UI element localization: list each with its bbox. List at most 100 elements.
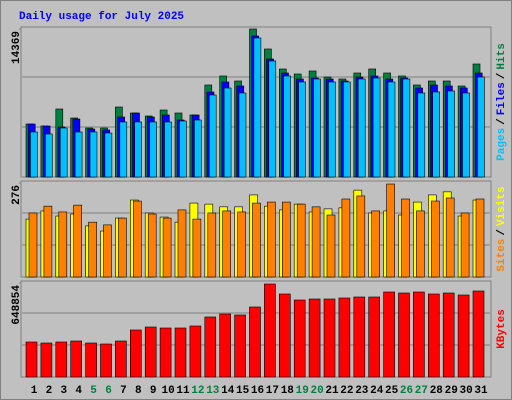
bar bbox=[357, 78, 366, 178]
x-tick-label: 5 bbox=[90, 385, 97, 397]
bar bbox=[177, 209, 187, 278]
bar bbox=[149, 121, 157, 178]
bar bbox=[40, 342, 53, 378]
bar bbox=[313, 78, 321, 178]
legend-separator: / bbox=[496, 72, 508, 79]
bar bbox=[252, 202, 261, 278]
bar bbox=[164, 121, 172, 178]
bar bbox=[368, 296, 381, 378]
bar bbox=[447, 90, 455, 178]
bar bbox=[398, 292, 410, 378]
bar bbox=[204, 316, 217, 378]
bar bbox=[237, 211, 246, 278]
x-tick-label: 26 bbox=[400, 385, 413, 397]
bar bbox=[115, 340, 127, 378]
x-tick-label: 23 bbox=[355, 385, 369, 397]
bar bbox=[88, 221, 97, 278]
x-tick-label: 25 bbox=[385, 385, 399, 397]
bar bbox=[402, 78, 411, 178]
bar bbox=[430, 200, 440, 278]
x-tick-label: 11 bbox=[176, 385, 190, 397]
x-tick-label: 28 bbox=[430, 385, 444, 397]
x-tick-label: 10 bbox=[161, 385, 174, 397]
bar bbox=[58, 211, 68, 278]
bar bbox=[416, 210, 425, 278]
x-tick-label: 12 bbox=[191, 385, 204, 397]
x-tick-label: 16 bbox=[251, 385, 264, 397]
bar bbox=[328, 81, 336, 178]
chart-title: Daily usage for July 2025 bbox=[19, 11, 184, 23]
bar bbox=[179, 120, 187, 178]
bar bbox=[342, 81, 351, 178]
bar bbox=[133, 200, 142, 278]
bar bbox=[174, 327, 187, 378]
bar bbox=[144, 326, 157, 378]
bar bbox=[30, 131, 38, 178]
bar bbox=[296, 203, 306, 278]
bar bbox=[253, 37, 262, 178]
bar bbox=[293, 299, 306, 378]
legend-entry: Visits bbox=[496, 186, 508, 226]
bar bbox=[89, 131, 98, 178]
x-tick-label: 21 bbox=[325, 385, 339, 397]
x-tick-label: 19 bbox=[296, 385, 309, 397]
bar bbox=[222, 210, 231, 278]
bar bbox=[44, 133, 53, 178]
bar bbox=[427, 293, 440, 378]
bar bbox=[194, 119, 202, 178]
bar bbox=[311, 206, 321, 278]
x-tick-label: 13 bbox=[206, 385, 220, 397]
bar bbox=[104, 132, 113, 178]
bar bbox=[207, 212, 217, 278]
legend-entry: Pages bbox=[496, 128, 508, 161]
y-tick-label: 14369 bbox=[11, 31, 23, 64]
legend: Pages / Files / Hits bbox=[496, 43, 508, 161]
bar bbox=[413, 291, 425, 378]
bar bbox=[281, 201, 291, 278]
x-tick-label: 6 bbox=[105, 385, 112, 397]
bar bbox=[442, 292, 455, 378]
x-tick-label: 27 bbox=[415, 385, 428, 397]
x-tick-label: 22 bbox=[340, 385, 353, 397]
x-tick-label: 24 bbox=[370, 385, 384, 397]
bar bbox=[223, 87, 232, 178]
legend-entry: Hits bbox=[496, 43, 508, 69]
x-tick-label: 4 bbox=[75, 385, 82, 397]
x-tick-label: 7 bbox=[120, 385, 127, 397]
bar bbox=[326, 214, 336, 278]
x-tick-label: 1 bbox=[31, 385, 38, 397]
bar bbox=[283, 75, 292, 178]
bar bbox=[371, 210, 381, 278]
y-tick-label: 276 bbox=[11, 185, 23, 205]
bar bbox=[401, 198, 410, 278]
bar bbox=[341, 198, 351, 278]
bar bbox=[477, 76, 485, 178]
x-tick-label: 18 bbox=[281, 385, 295, 397]
x-tick-label: 29 bbox=[445, 385, 458, 397]
bar bbox=[238, 92, 247, 178]
bar bbox=[159, 327, 172, 378]
legend: Sites / Visits bbox=[496, 186, 508, 271]
bar bbox=[445, 197, 455, 278]
bar bbox=[55, 341, 68, 378]
bar bbox=[147, 213, 157, 278]
bar bbox=[130, 329, 142, 378]
bar bbox=[267, 201, 276, 278]
bar bbox=[432, 91, 441, 178]
x-tick-label: 2 bbox=[46, 385, 53, 397]
legend-separator: / bbox=[496, 229, 508, 236]
bar bbox=[462, 92, 470, 178]
bar bbox=[372, 77, 381, 178]
y-tick-label: 648854 bbox=[11, 285, 23, 325]
bar bbox=[308, 298, 321, 378]
legend-entry: Sites bbox=[496, 239, 508, 272]
bar bbox=[192, 218, 202, 278]
bar bbox=[268, 60, 277, 178]
bar bbox=[43, 205, 53, 278]
x-tick-label: 31 bbox=[474, 385, 488, 397]
bar bbox=[472, 290, 485, 378]
bar bbox=[249, 306, 261, 378]
bar bbox=[28, 212, 38, 278]
bar bbox=[134, 121, 142, 178]
